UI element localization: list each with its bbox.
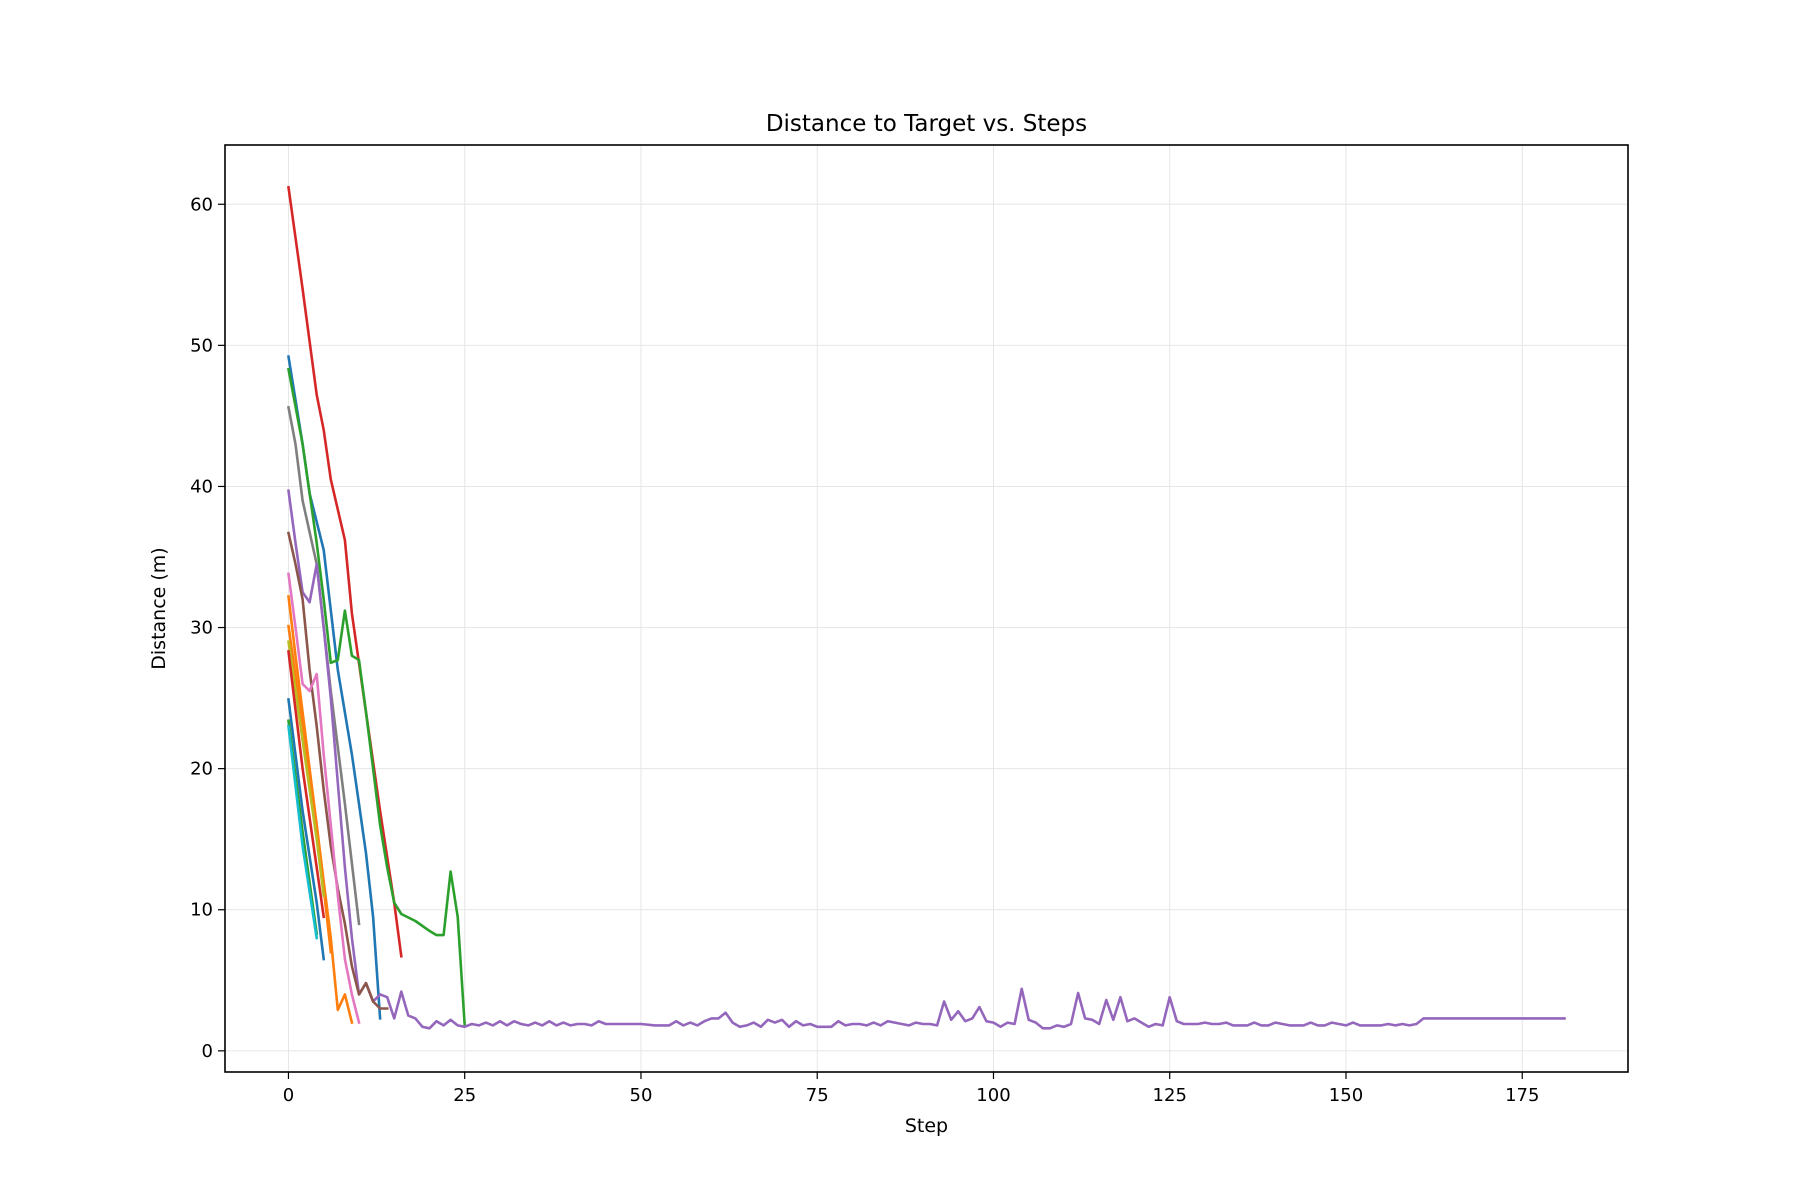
series-line-14 bbox=[287, 724, 319, 940]
plot-frame bbox=[224, 144, 1629, 1073]
y-axis-label: Distance (m) bbox=[148, 547, 170, 669]
x-tick-label: 75 bbox=[806, 1085, 829, 1106]
x-tick-label: 0 bbox=[283, 1085, 294, 1106]
series-line-11 bbox=[287, 650, 326, 919]
series-line-5 bbox=[287, 489, 1566, 1030]
x-tick-label: 100 bbox=[976, 1085, 1010, 1106]
y-tick-label: 20 bbox=[190, 759, 213, 780]
series-line-10 bbox=[287, 640, 326, 898]
x-axis-label: Step bbox=[905, 1115, 948, 1137]
x-tick-label: 25 bbox=[453, 1085, 476, 1106]
series-line-1 bbox=[287, 185, 403, 958]
series-line-7 bbox=[287, 572, 361, 1025]
series-line-12 bbox=[287, 698, 326, 961]
x-tick-label: 125 bbox=[1153, 1085, 1187, 1106]
y-tick-label: 40 bbox=[190, 476, 213, 497]
y-tick-label: 60 bbox=[190, 194, 213, 215]
y-tick-label: 10 bbox=[190, 900, 213, 921]
x-tick-label: 150 bbox=[1329, 1085, 1363, 1106]
series-group bbox=[286, 185, 1566, 1030]
y-tick-label: 0 bbox=[202, 1041, 213, 1062]
ticks: 0 25 50 75 100 125 150 175 0 10 20 30 40 50 60 bbox=[190, 194, 1539, 1106]
x-tick-label: 50 bbox=[630, 1085, 653, 1106]
chart-title: Distance to Target vs. Steps bbox=[766, 111, 1087, 137]
x-tick-label: 175 bbox=[1505, 1085, 1539, 1106]
grid bbox=[225, 145, 1628, 1072]
series-line-3 bbox=[286, 367, 467, 1027]
y-tick-label: 50 bbox=[190, 335, 213, 356]
y-tick-label: 30 bbox=[190, 618, 213, 639]
